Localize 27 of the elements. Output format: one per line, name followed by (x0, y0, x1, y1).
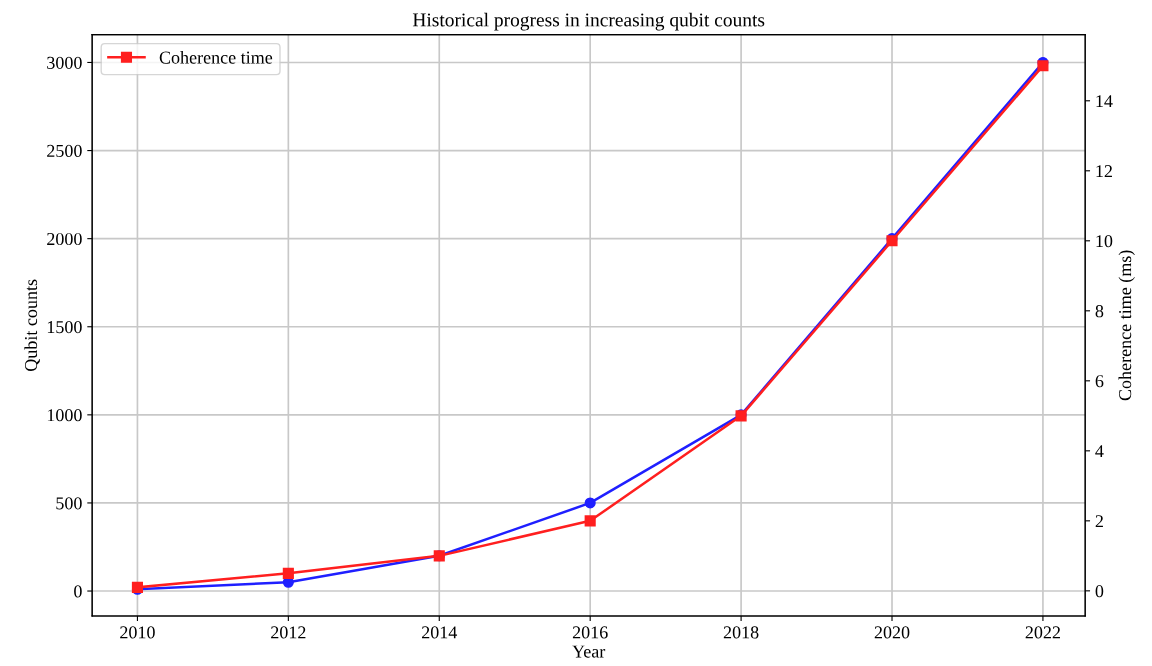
y2-tick-label: 4 (1095, 445, 1104, 458)
x-tick-label: 2016 (572, 626, 608, 639)
y-tick-label: 2500 (47, 144, 82, 158)
x-tick-label: 2020 (874, 626, 910, 639)
y-axis-title: Qubit counts (24, 279, 40, 371)
x-tick-label: 2010 (120, 626, 155, 639)
y-tick-label: 0 (74, 585, 82, 598)
y2-tick-label: 2 (1095, 515, 1103, 528)
y-tick-label: 500 (56, 497, 82, 510)
chart-title: Historical progress in increasing qubit counts (412, 12, 765, 31)
y2-tick-label: 10 (1096, 235, 1113, 248)
y2-axis-title: Coherence time (ms) (1118, 250, 1135, 401)
y-tick-label: 1500 (47, 321, 82, 334)
y2-tick-label: 14 (1096, 95, 1113, 108)
x-tick-label: 2018 (723, 626, 759, 639)
y2-tick-label: 12 (1096, 165, 1112, 178)
x-tick-label: 2022 (1025, 626, 1060, 639)
legend-label: Coherence time (159, 50, 273, 64)
y-tick-label: 2000 (47, 232, 82, 246)
x-tick-label: 2014 (422, 626, 458, 639)
x-tick-label: 2012 (271, 626, 306, 639)
y-tick-label: 3000 (47, 56, 82, 69)
x-axis-title: Year (572, 645, 606, 658)
y2-tick-label: 8 (1095, 305, 1104, 318)
y2-tick-label: 6 (1095, 375, 1104, 388)
y-tick-label: 1000 (47, 409, 82, 422)
y2-tick-label: 0 (1095, 585, 1104, 598)
